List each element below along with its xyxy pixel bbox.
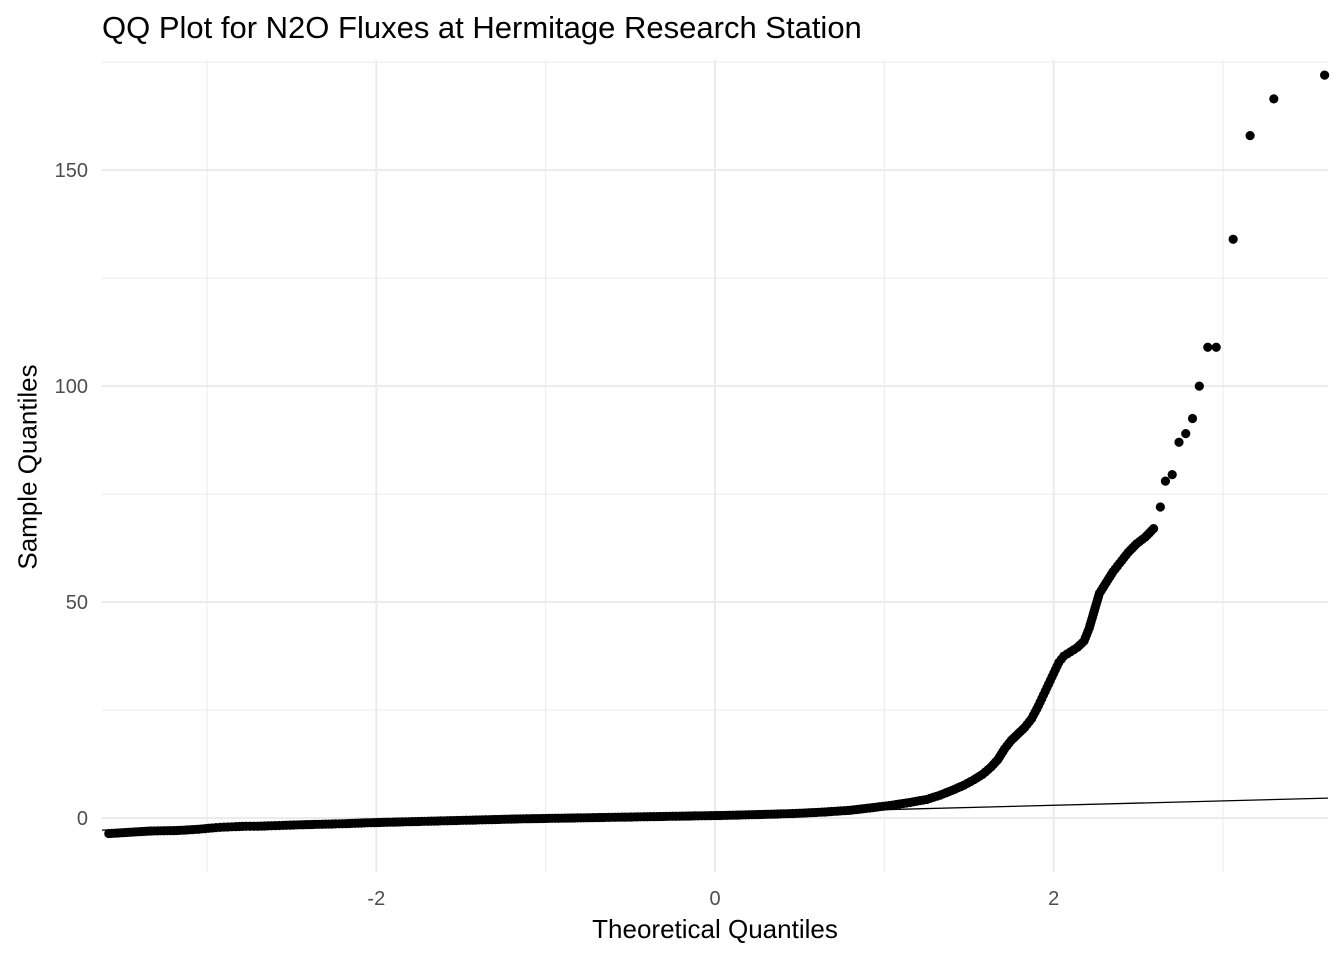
major-gridlines <box>102 60 1328 872</box>
data-point <box>1148 524 1159 534</box>
data-point <box>1320 70 1330 80</box>
data-point <box>1245 130 1255 141</box>
y-tick-label: 100 <box>55 376 88 398</box>
chart-title: QQ Plot for N2O Fluxes at Hermitage Rese… <box>102 10 862 45</box>
data-point <box>1269 94 1279 104</box>
data-point <box>1181 429 1191 439</box>
x-tick-label: -2 <box>367 888 385 910</box>
y-tick-label: 50 <box>66 592 88 614</box>
data-point <box>1194 381 1204 391</box>
data-point <box>1203 342 1213 352</box>
data-point <box>1167 470 1177 480</box>
data-point <box>1174 437 1184 447</box>
data-points-group <box>104 70 1330 839</box>
data-point <box>1155 502 1165 512</box>
x-tick-labels: -2 0 2 <box>367 888 1059 910</box>
y-tick-label: 150 <box>55 160 88 182</box>
data-point <box>1160 476 1171 486</box>
x-tick-label: 2 <box>1048 888 1059 910</box>
y-tick-label: 0 <box>77 808 88 830</box>
data-point <box>1228 234 1238 244</box>
y-tick-labels: 0 50 100 150 <box>55 160 88 830</box>
x-tick-label: 0 <box>709 888 720 910</box>
data-point <box>1187 413 1198 424</box>
data-point <box>1211 342 1221 352</box>
x-axis-label: Theoretical Quantiles <box>592 914 838 944</box>
